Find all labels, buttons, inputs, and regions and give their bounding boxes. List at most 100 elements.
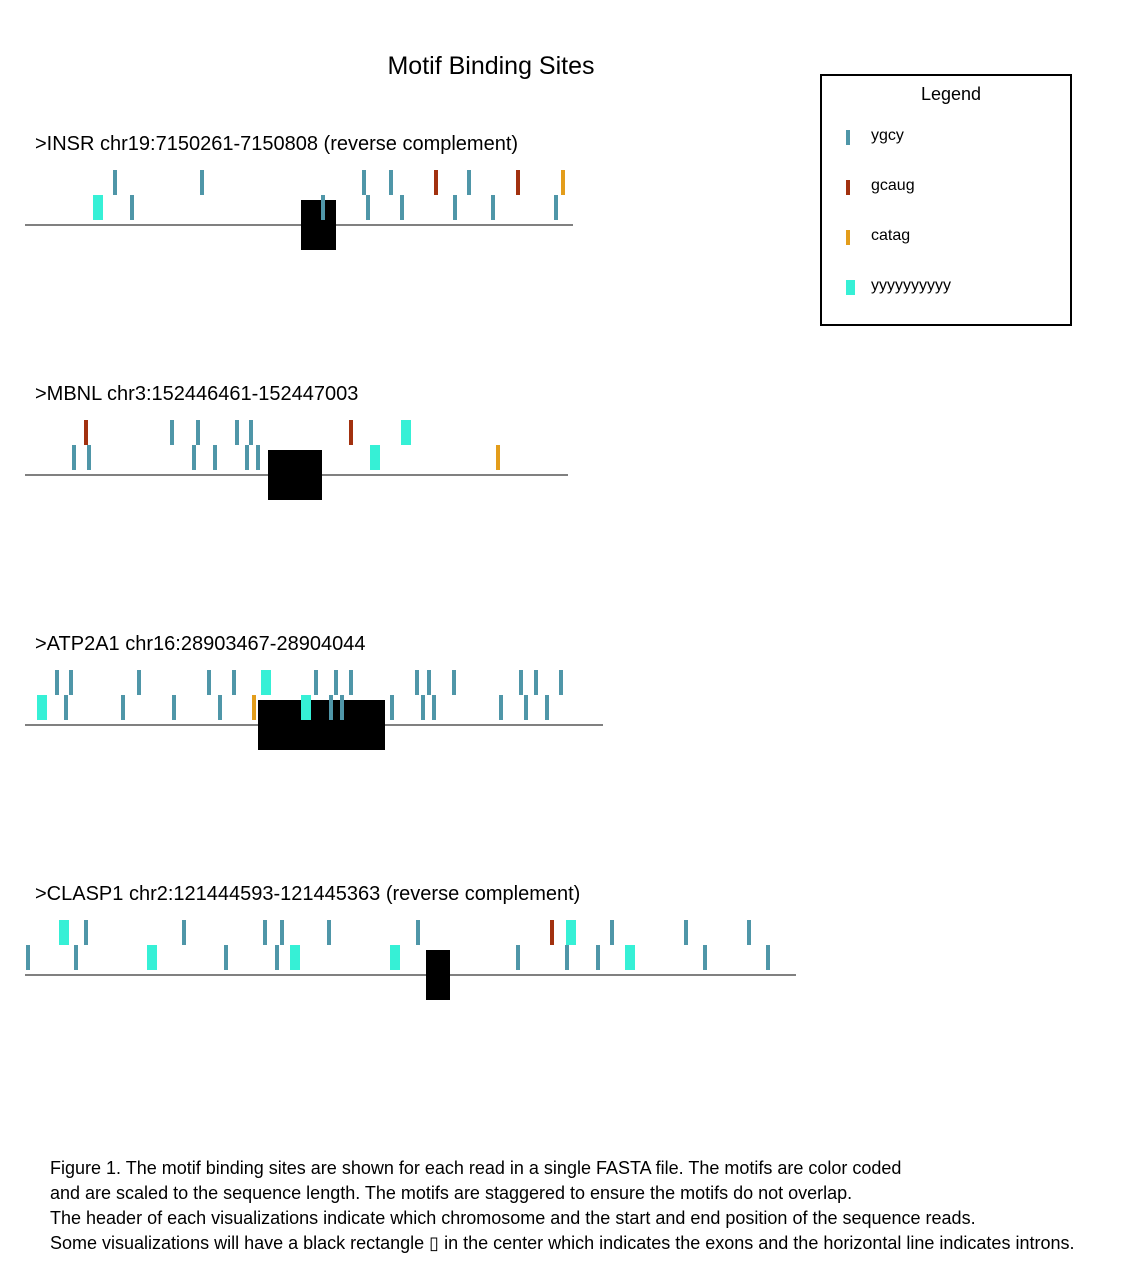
motif-yyyyyyyyyy [625, 945, 635, 970]
motif-ygcy [200, 170, 204, 195]
motif-yyyyyyyyyy [93, 195, 103, 220]
motif-ygcy [524, 695, 528, 720]
motif-ygcy [69, 670, 73, 695]
legend: Legend ygcy gcaug catag yyyyyyyyyy [820, 74, 1072, 326]
legend-label: yyyyyyyyyy [871, 277, 951, 294]
motif-ygcy [467, 170, 471, 195]
motif-ygcy [213, 445, 217, 470]
motif-ygcy [416, 920, 420, 945]
motif-ygcy [121, 695, 125, 720]
motif-ygcy [684, 920, 688, 945]
motif-yyyyyyyyyy [401, 420, 411, 445]
motif-gcaug [516, 170, 520, 195]
read-track: >CLASP1 chr2:121444593-121445363 (revers… [25, 883, 796, 1000]
motif-catag [496, 445, 500, 470]
motif-ygcy [113, 170, 117, 195]
motif-ygcy [74, 945, 78, 970]
motif-ygcy [130, 195, 134, 220]
legend-swatch-ygcy [846, 130, 850, 145]
motif-ygcy [224, 945, 228, 970]
motif-gcaug [550, 920, 554, 945]
motif-ygcy [137, 670, 141, 695]
motif-ygcy [747, 920, 751, 945]
motif-ygcy [390, 695, 394, 720]
figure-caption: Figure 1. The motif binding sites are sh… [50, 1156, 1110, 1256]
motif-gcaug [434, 170, 438, 195]
motif-ygcy [232, 670, 236, 695]
motif-ygcy [610, 920, 614, 945]
motif-ygcy [192, 445, 196, 470]
legend-swatch-gcaug [846, 180, 850, 195]
motif-ygcy [565, 945, 569, 970]
motif-yyyyyyyyyy [566, 920, 576, 945]
motif-ygcy [519, 670, 523, 695]
caption-line: and are scaled to the sequence length. T… [50, 1183, 853, 1203]
motif-ygcy [64, 695, 68, 720]
motif-ygcy [545, 695, 549, 720]
motif-ygcy [84, 920, 88, 945]
exon-box [426, 950, 450, 1000]
motif-ygcy [170, 420, 174, 445]
read-track: >ATP2A1 chr16:28903467-28904044 [25, 633, 603, 750]
motif-gcaug [84, 420, 88, 445]
motif-ygcy [349, 670, 353, 695]
exon-box [258, 700, 385, 750]
motif-ygcy [55, 670, 59, 695]
motif-ygcy [400, 195, 404, 220]
motif-ygcy [249, 420, 253, 445]
motif-ygcy [218, 695, 222, 720]
motif-ygcy [340, 695, 344, 720]
read-track: >MBNL chr3:152446461-152447003 [25, 383, 568, 500]
read-header: >MBNL chr3:152446461-152447003 [35, 383, 358, 405]
motif-figure: Motif Binding Sites Legend ygcy gcaug cata… [25, 52, 1072, 1000]
motif-ygcy [314, 670, 318, 695]
motif-yyyyyyyyyy [390, 945, 400, 970]
legend-swatch-catag [846, 230, 850, 245]
motif-ygcy [534, 670, 538, 695]
legend-label: catag [871, 227, 910, 244]
motif-ygcy [329, 695, 333, 720]
motif-ygcy [596, 945, 600, 970]
legend-items: ygcy gcaug catag yyyyyyyyyy [846, 127, 951, 295]
motif-ygcy [275, 945, 279, 970]
motif-ygcy [703, 945, 707, 970]
read-header: >ATP2A1 chr16:28903467-28904044 [35, 633, 365, 655]
motif-ygcy [172, 695, 176, 720]
motif-ygcy [453, 195, 457, 220]
motif-catag [252, 695, 256, 720]
motif-ygcy [327, 920, 331, 945]
motif-ygcy [72, 445, 76, 470]
motif-yyyyyyyyyy [261, 670, 271, 695]
legend-swatch-yyyyyyyyyy [846, 280, 855, 295]
motif-ygcy [415, 670, 419, 695]
motif-ygcy [182, 920, 186, 945]
motif-ygcy [559, 670, 563, 695]
legend-title: Legend [921, 84, 981, 104]
motif-ygcy [26, 945, 30, 970]
motif-yyyyyyyyyy [290, 945, 300, 970]
motif-yyyyyyyyyy [301, 695, 311, 720]
motif-ygcy [452, 670, 456, 695]
motif-ygcy [516, 945, 520, 970]
legend-label: ygcy [871, 127, 904, 144]
motif-yyyyyyyyyy [370, 445, 380, 470]
exon-box [268, 450, 322, 500]
motif-yyyyyyyyyy [147, 945, 157, 970]
legend-box [820, 74, 1072, 326]
motif-ygcy [235, 420, 239, 445]
motif-ygcy [280, 920, 284, 945]
motif-yyyyyyyyyy [37, 695, 47, 720]
read-header: >CLASP1 chr2:121444593-121445363 (revers… [35, 883, 580, 905]
motif-ygcy [87, 445, 91, 470]
motif-ygcy [499, 695, 503, 720]
motif-ygcy [362, 170, 366, 195]
motif-ygcy [432, 695, 436, 720]
motif-ygcy [256, 445, 260, 470]
figure-title: Motif Binding Sites [387, 52, 594, 80]
motif-ygcy [421, 695, 425, 720]
motif-ygcy [766, 945, 770, 970]
caption-line: Figure 1. The motif binding sites are sh… [50, 1158, 902, 1178]
motif-ygcy [334, 670, 338, 695]
motif-ygcy [207, 670, 211, 695]
motif-ygcy [196, 420, 200, 445]
